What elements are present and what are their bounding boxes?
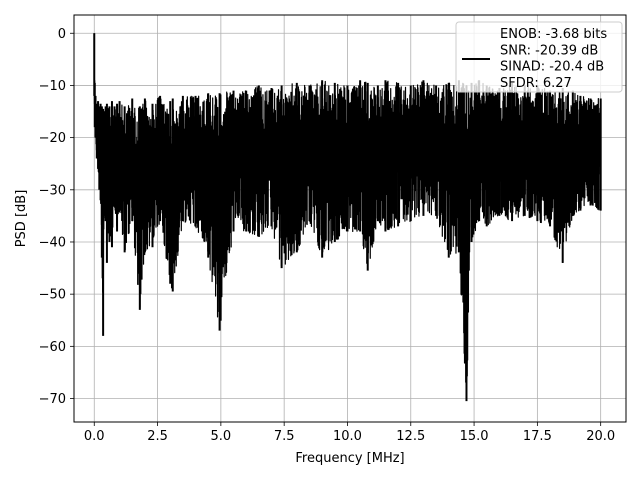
y-tick-label: −60 [39, 340, 66, 355]
y-tick-label: −20 [39, 131, 66, 146]
y-tick-label: −70 [39, 392, 66, 407]
x-tick-label: 10.0 [333, 429, 362, 444]
legend-sinad: SINAD: -20.4 dB [500, 60, 604, 75]
x-tick-label: 7.5 [274, 429, 295, 444]
y-tick-label: −30 [39, 183, 66, 198]
x-tick-label: 2.5 [147, 429, 168, 444]
y-tick-label: 0 [58, 27, 66, 42]
y-axis-label: PSD [dB] [14, 190, 29, 248]
psd-series [93, 33, 602, 402]
y-axis: 0 −10 −20 −30 −40 −50 −60 −70 [39, 27, 74, 407]
y-tick-label: −50 [39, 288, 66, 303]
x-tick-label: 5.0 [211, 429, 232, 444]
legend: ENOB: -3.68 bits SNR: -20.39 dB SINAD: -… [455, 21, 623, 93]
x-tick-label: 17.5 [523, 429, 552, 444]
legend-enob: ENOB: -3.68 bits [500, 27, 607, 42]
x-tick-label: 15.0 [460, 429, 489, 444]
legend-sfdr: SFDR: 6.27 [500, 76, 572, 91]
x-axis-label: Frequency [MHz] [295, 451, 404, 466]
x-tick-label: 20.0 [586, 429, 615, 444]
plot-frame [73, 14, 627, 423]
y-tick-label: −10 [39, 79, 66, 94]
y-tick-label: −40 [39, 235, 66, 250]
legend-snr: SNR: -20.39 dB [500, 43, 598, 58]
x-axis: 0.0 2.5 5.0 7.5 10.0 12.5 15.0 17.5 20.0 [84, 422, 615, 444]
legend-box [455, 21, 623, 93]
x-tick-label: 12.5 [396, 429, 425, 444]
x-tick-label: 0.0 [84, 429, 105, 444]
